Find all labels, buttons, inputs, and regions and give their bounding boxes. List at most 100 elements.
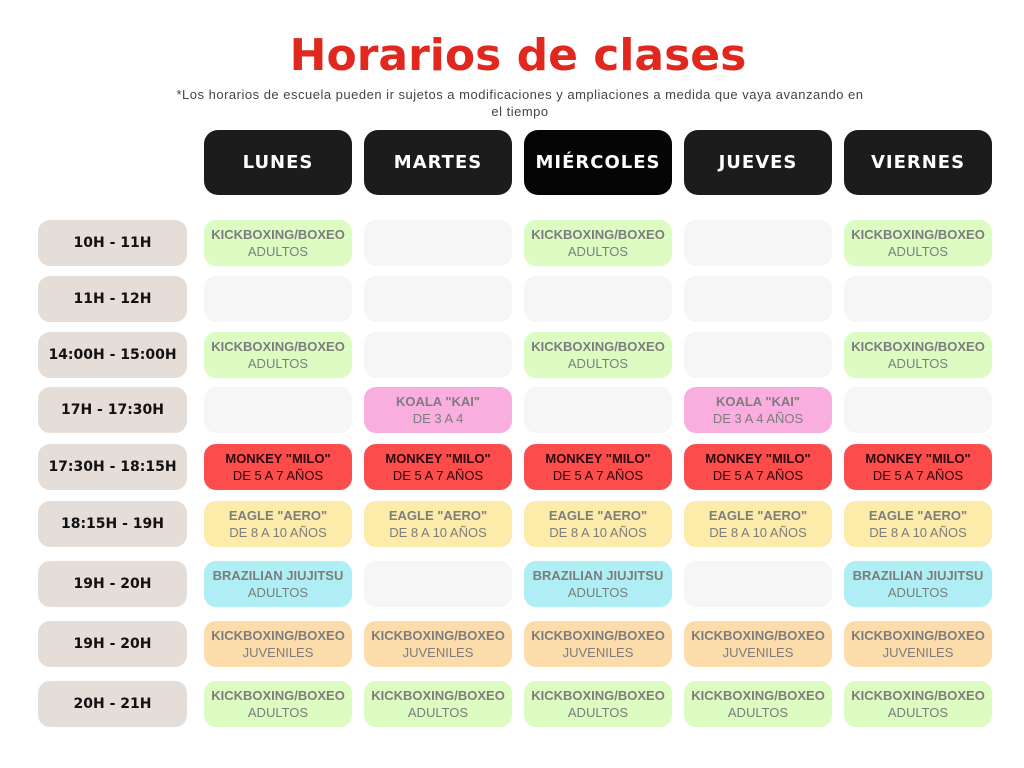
class-name: KICKBOXING/BOXEO (851, 628, 985, 643)
class-name: KICKBOXING/BOXEO (531, 339, 665, 354)
class-cell: KICKBOXING/BOXEO JUVENILES (364, 621, 512, 667)
class-group: DE 5 A 7 AÑOS (552, 468, 644, 483)
time-slot-label: 17:30H - 18:15H (38, 444, 187, 490)
class-cell: EAGLE "AERO" DE 8 A 10 AÑOS (204, 501, 352, 547)
class-name: KOALA "KAI" (715, 394, 801, 409)
class-cell: KICKBOXING/BOXEO ADULTOS (524, 681, 672, 727)
class-group: ADULTOS (887, 705, 949, 720)
empty-cell (364, 220, 512, 266)
class-group: ADULTOS (567, 356, 629, 371)
class-name: KICKBOXING/BOXEO (211, 339, 345, 354)
class-name: EAGLE "AERO" (548, 508, 648, 523)
class-cell: KICKBOXING/BOXEO JUVENILES (844, 621, 992, 667)
class-name: KICKBOXING/BOXEO (851, 227, 985, 242)
class-name: KICKBOXING/BOXEO (691, 628, 825, 643)
time-slot-label: 17H - 17:30H (38, 387, 187, 433)
class-name: BRAZILIAN JIUJITSU (532, 568, 664, 583)
class-group: ADULTOS (567, 244, 629, 259)
empty-cell (364, 276, 512, 322)
class-name: KICKBOXING/BOXEO (211, 227, 345, 242)
class-cell: KOALA "KAI" DE 3 A 4 AÑOS (684, 387, 832, 433)
class-name: MONKEY "MILO" (865, 451, 971, 466)
empty-cell (684, 561, 832, 607)
empty-cell (364, 332, 512, 378)
time-slot-label: 20H - 21H (38, 681, 187, 727)
time-slot-label: 14:00H - 15:00H (38, 332, 187, 378)
empty-cell (524, 387, 672, 433)
class-group: DE 8 A 10 AÑOS (389, 525, 487, 540)
class-group: ADULTOS (247, 585, 309, 600)
day-header: JUEVES (684, 130, 832, 195)
class-cell: KOALA "KAI" DE 3 A 4 (364, 387, 512, 433)
class-group: DE 8 A 10 AÑOS (709, 525, 807, 540)
class-name: KICKBOXING/BOXEO (851, 688, 985, 703)
class-cell: KICKBOXING/BOXEO ADULTOS (204, 220, 352, 266)
empty-cell (844, 276, 992, 322)
day-header: MIÉRCOLES (524, 130, 672, 195)
empty-cell (684, 220, 832, 266)
class-cell: KICKBOXING/BOXEO JUVENILES (524, 621, 672, 667)
time-slot-label: 10H - 11H (38, 220, 187, 266)
class-group: JUVENILES (402, 645, 474, 660)
day-header: VIERNES (844, 130, 992, 195)
class-group: DE 8 A 10 AÑOS (229, 525, 327, 540)
class-name: KICKBOXING/BOXEO (851, 339, 985, 354)
class-group: DE 3 A 4 AÑOS (712, 411, 804, 426)
class-cell: BRAZILIAN JIUJITSU ADULTOS (844, 561, 992, 607)
empty-cell (364, 561, 512, 607)
class-name: KICKBOXING/BOXEO (531, 227, 665, 242)
class-name: KICKBOXING/BOXEO (531, 688, 665, 703)
class-cell: KICKBOXING/BOXEO ADULTOS (524, 332, 672, 378)
empty-cell (204, 276, 352, 322)
class-group: ADULTOS (887, 585, 949, 600)
class-group: DE 5 A 7 AÑOS (392, 468, 484, 483)
class-name: MONKEY "MILO" (385, 451, 491, 466)
class-cell: EAGLE "AERO" DE 8 A 10 AÑOS (844, 501, 992, 547)
class-name: EAGLE "AERO" (868, 508, 968, 523)
class-cell: MONKEY "MILO" DE 5 A 7 AÑOS (684, 444, 832, 490)
class-cell: KICKBOXING/BOXEO ADULTOS (364, 681, 512, 727)
class-cell: KICKBOXING/BOXEO ADULTOS (844, 220, 992, 266)
class-cell: KICKBOXING/BOXEO ADULTOS (844, 332, 992, 378)
class-cell: KICKBOXING/BOXEO ADULTOS (204, 681, 352, 727)
class-group: ADULTOS (887, 356, 949, 371)
class-group: DE 8 A 10 AÑOS (549, 525, 647, 540)
day-header: MARTES (364, 130, 512, 195)
page-subtitle: *Los horarios de escuela pueden ir sujet… (176, 87, 864, 119)
class-group: ADULTOS (407, 705, 469, 720)
class-group: ADULTOS (567, 585, 629, 600)
class-group: ADULTOS (247, 705, 309, 720)
time-slot-label: 19H - 20H (38, 621, 187, 667)
class-name: KICKBOXING/BOXEO (211, 688, 345, 703)
class-cell: KICKBOXING/BOXEO ADULTOS (524, 220, 672, 266)
class-cell: MONKEY "MILO" DE 5 A 7 AÑOS (204, 444, 352, 490)
class-cell: KICKBOXING/BOXEO ADULTOS (684, 681, 832, 727)
class-group: DE 8 A 10 AÑOS (869, 525, 967, 540)
class-group: DE 5 A 7 AÑOS (712, 468, 804, 483)
class-group: ADULTOS (567, 705, 629, 720)
class-cell: BRAZILIAN JIUJITSU ADULTOS (204, 561, 352, 607)
class-cell: EAGLE "AERO" DE 8 A 10 AÑOS (684, 501, 832, 547)
class-name: EAGLE "AERO" (708, 508, 808, 523)
time-slot-label: 18:15H - 19H (38, 501, 187, 547)
class-cell: MONKEY "MILO" DE 5 A 7 AÑOS (524, 444, 672, 490)
class-cell: BRAZILIAN JIUJITSU ADULTOS (524, 561, 672, 607)
class-name: MONKEY "MILO" (225, 451, 331, 466)
class-group: DE 3 A 4 (412, 411, 464, 426)
class-name: EAGLE "AERO" (388, 508, 488, 523)
day-header: LUNES (204, 130, 352, 195)
class-name: KICKBOXING/BOXEO (691, 688, 825, 703)
class-group: JUVENILES (242, 645, 314, 660)
class-group: DE 5 A 7 AÑOS (232, 468, 324, 483)
class-cell: KICKBOXING/BOXEO JUVENILES (204, 621, 352, 667)
class-group: DE 5 A 7 AÑOS (872, 468, 964, 483)
class-cell: KICKBOXING/BOXEO ADULTOS (844, 681, 992, 727)
class-group: ADULTOS (247, 356, 309, 371)
empty-cell (684, 332, 832, 378)
class-cell: MONKEY "MILO" DE 5 A 7 AÑOS (844, 444, 992, 490)
class-name: MONKEY "MILO" (545, 451, 651, 466)
class-group: JUVENILES (722, 645, 794, 660)
time-slot-label: 11H - 12H (38, 276, 187, 322)
empty-cell (844, 387, 992, 433)
class-name: KICKBOXING/BOXEO (211, 628, 345, 643)
